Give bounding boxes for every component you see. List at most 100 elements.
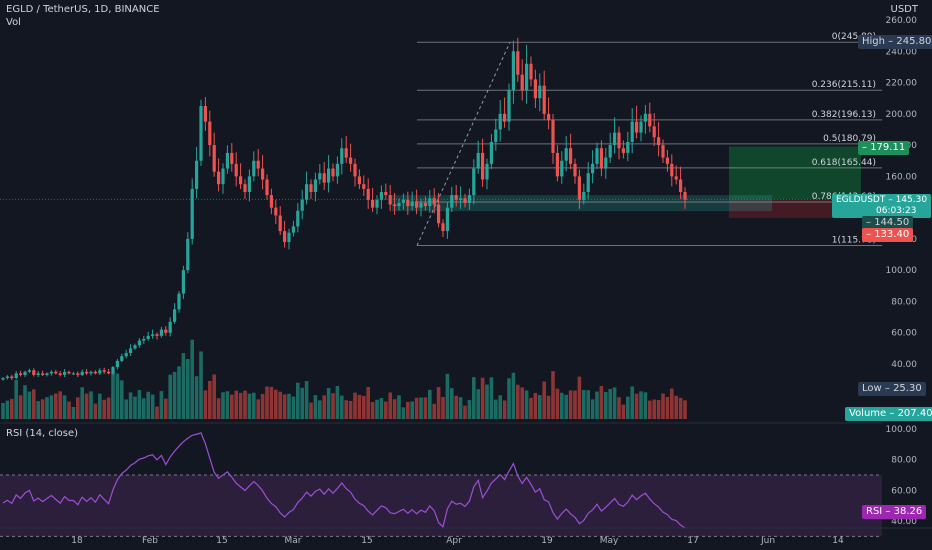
volume-bar <box>265 386 269 419</box>
candle-body <box>217 171 221 185</box>
candle-body <box>71 373 75 375</box>
volume-bar <box>331 393 335 419</box>
candle-body <box>564 148 568 161</box>
volume-bar <box>419 397 423 419</box>
volume-bar <box>529 397 533 419</box>
candle-body <box>353 163 357 177</box>
volume-bar <box>357 394 362 419</box>
time-axis: 18 Feb 15 Mar 15 Apr 19 May 17 Jun 14 <box>0 527 932 546</box>
volume-bar <box>326 388 331 419</box>
volume-bar <box>49 395 54 419</box>
volume-bar <box>102 399 106 419</box>
volume-bar <box>208 381 212 419</box>
last-price-tag: EGLDUSDT – 145.30 06:03:23 <box>832 194 932 218</box>
candle-body <box>159 329 163 336</box>
volume-bar <box>225 391 230 419</box>
candle-body <box>503 113 507 122</box>
time-tick-label: 15 <box>361 536 372 546</box>
time-tick-label: 19 <box>541 536 553 546</box>
candle-body <box>1 378 5 380</box>
candle-body <box>14 373 18 379</box>
volume-bar <box>58 391 62 419</box>
volume-bar <box>568 390 573 419</box>
candle-body <box>630 121 634 142</box>
volume-bar <box>260 393 265 419</box>
volume-bar <box>353 392 357 419</box>
candle-body <box>265 179 269 196</box>
candle-body <box>124 353 128 357</box>
volume-bar <box>670 388 674 419</box>
time-tick-label: 17 <box>687 536 698 546</box>
candle-body <box>243 184 247 192</box>
volume-bar <box>608 388 612 419</box>
rsi-tick-label: 40.00 <box>891 517 917 527</box>
volume-bar <box>560 392 564 419</box>
volume-bar <box>32 389 36 419</box>
candle-body <box>485 163 489 180</box>
volume-bar <box>511 372 516 419</box>
candle-body <box>401 199 405 203</box>
volume-bar <box>168 374 172 419</box>
volume-bar <box>538 395 542 419</box>
volume-bar <box>238 392 243 419</box>
rsi-pane <box>0 422 882 537</box>
volume-bar <box>300 387 304 419</box>
volume-bar <box>445 373 450 419</box>
volume-bar <box>555 388 560 419</box>
candle-body <box>635 121 639 133</box>
candle-body <box>331 168 335 177</box>
candle-body <box>441 223 445 232</box>
volume-bar <box>683 400 687 419</box>
fib-retracement[interactable]: 0(245.80) 0.236(215.11) 0.382(196.13) 0.5(1… <box>416 32 882 247</box>
candle-body <box>366 188 370 200</box>
candle-body <box>146 335 150 339</box>
volume-bar <box>524 390 529 419</box>
candle-body <box>591 163 595 174</box>
candle-body <box>459 198 463 200</box>
candle-body <box>296 210 300 227</box>
volume-bar <box>106 397 111 419</box>
candle-body <box>648 113 652 127</box>
candle-body <box>67 371 71 374</box>
volume-bar <box>5 400 10 419</box>
candle-body <box>617 132 621 149</box>
volume-bar <box>93 403 98 419</box>
candle-body <box>393 204 397 207</box>
candle-body <box>577 176 581 200</box>
volume-bar <box>590 399 595 419</box>
candle-body <box>173 309 177 322</box>
volume-bar <box>441 397 445 419</box>
candle-body <box>582 192 586 200</box>
volume-bar <box>304 381 309 419</box>
volume-bar <box>599 386 604 419</box>
volume-bar <box>212 374 216 419</box>
volume-bar <box>146 391 150 419</box>
price-tick-label: 200.00 <box>886 110 918 120</box>
volume-bar <box>489 377 494 419</box>
volume-bar <box>414 397 419 419</box>
volume-bar <box>577 376 582 419</box>
rsi-tick-label: 80.00 <box>891 456 917 466</box>
candle-body <box>239 176 243 185</box>
stop-loss-zone <box>729 199 861 218</box>
volume-bar <box>1 402 5 419</box>
volume-bar <box>348 400 353 419</box>
volume-bar <box>604 391 608 419</box>
volume-bar <box>634 393 639 419</box>
volume-bar <box>318 400 322 419</box>
volume-bar <box>181 353 186 419</box>
volume-bar <box>432 403 436 419</box>
candle-body <box>463 198 467 203</box>
candle-body <box>63 371 67 375</box>
candle-body <box>107 371 111 374</box>
candle-body <box>85 371 89 374</box>
volume-bar <box>362 395 366 419</box>
volume-bar <box>458 397 463 419</box>
candle-body <box>410 201 414 207</box>
volume-bar <box>282 394 287 419</box>
candle-body <box>415 201 419 208</box>
volume-bar <box>36 401 40 419</box>
target-tag: – 144.50 <box>862 216 914 230</box>
candle-body <box>679 179 683 192</box>
